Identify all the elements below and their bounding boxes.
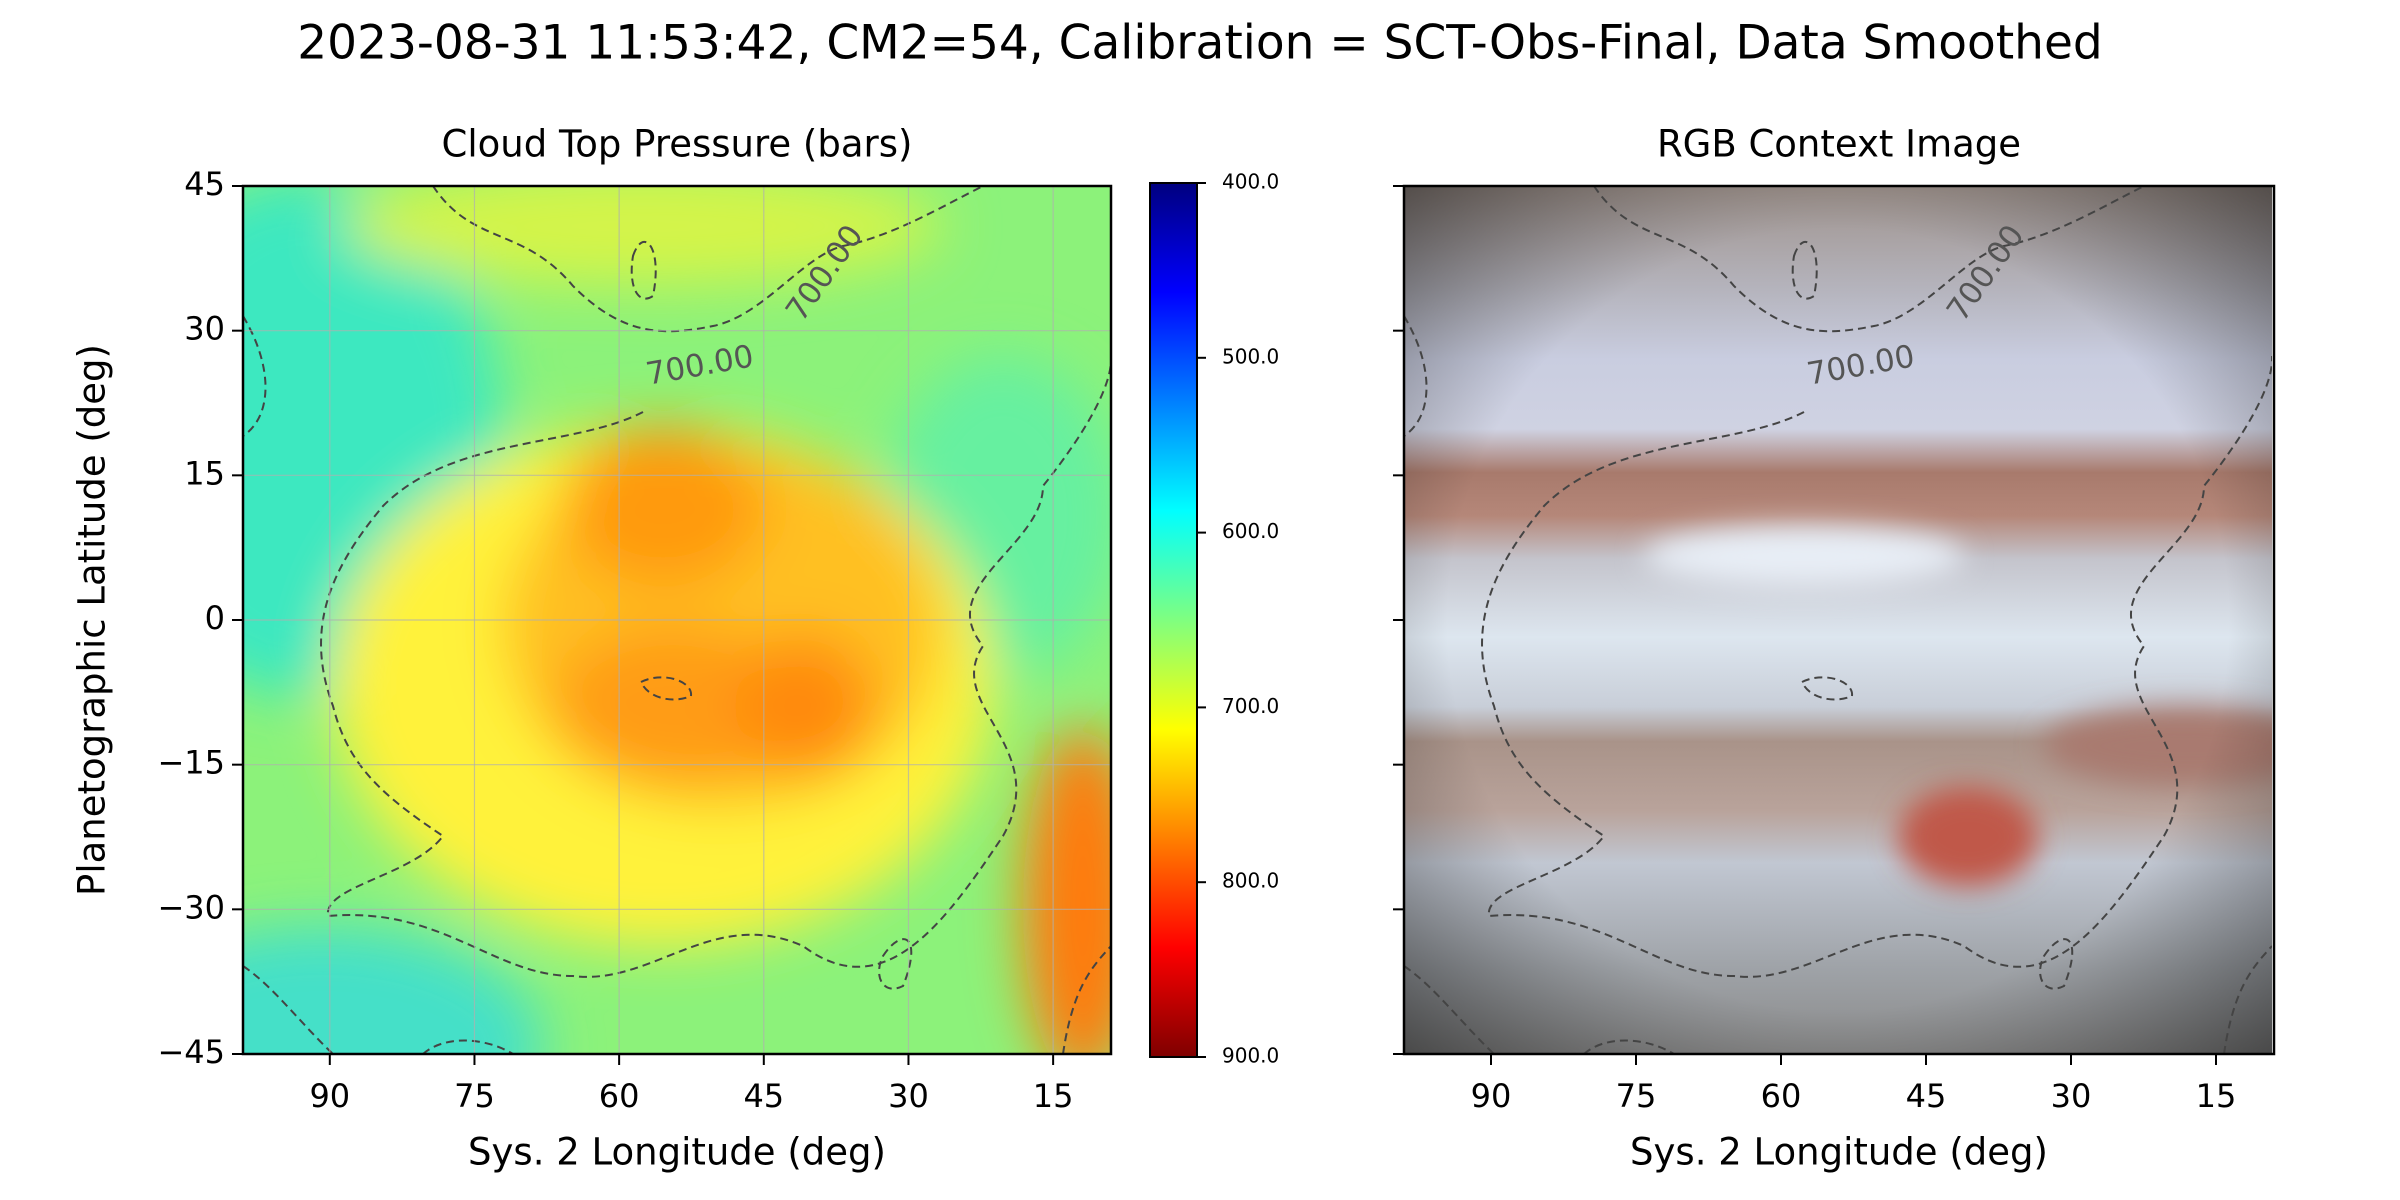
x-tick-label: 45 — [1906, 1077, 1947, 1115]
plot-frame — [1402, 184, 2276, 1056]
panel-title: RGB Context Image — [1657, 123, 2021, 166]
x-tick-label: 15 — [1033, 1077, 1074, 1115]
x-tick-label: 75 — [454, 1077, 495, 1115]
colorbar-tick-label: 500.0 — [1222, 344, 1279, 368]
x-tick-label: 30 — [888, 1077, 929, 1115]
colorbar-tick-label: 400.0 — [1222, 170, 1279, 194]
colorbar-tick-label: 800.0 — [1222, 869, 1279, 893]
x-tick-label: 90 — [309, 1077, 350, 1115]
panel-title: Cloud Top Pressure (bars) — [442, 123, 913, 166]
y-tick-label: −45 — [157, 1033, 225, 1071]
rgb-image — [1404, 186, 2272, 1054]
y-tick-label: 0 — [205, 599, 225, 637]
x-tick-label: 45 — [743, 1077, 784, 1115]
x-tick-label: 60 — [1761, 1077, 1802, 1115]
colorbar — [1149, 182, 1198, 1058]
y-tick-label: 15 — [184, 454, 225, 492]
colorbar-tick-label: 900.0 — [1222, 1044, 1279, 1068]
y-tick-label: 45 — [184, 165, 225, 203]
y-tick-label: −30 — [157, 888, 225, 926]
x-axis-label: Sys. 2 Longitude (deg) — [468, 1131, 886, 1174]
x-tick-label: 90 — [1471, 1077, 1512, 1115]
figure-title: 2023-08-31 11:53:42, CM2=54, Calibration… — [297, 16, 2102, 71]
heatmap-image — [243, 186, 1111, 1054]
y-axis-label: Planetographic Latitude (deg) — [71, 344, 114, 896]
colorbar-tick-label: 600.0 — [1222, 519, 1279, 543]
x-tick-label: 60 — [599, 1077, 640, 1115]
x-tick-label: 15 — [2196, 1077, 2237, 1115]
y-tick-label: −15 — [157, 744, 225, 782]
plot-frame — [241, 184, 1113, 1056]
x-tick-label: 30 — [2051, 1077, 2092, 1115]
x-tick-label: 75 — [1616, 1077, 1657, 1115]
colorbar-tick-label: 700.0 — [1222, 694, 1279, 718]
y-tick-label: 30 — [184, 310, 225, 348]
x-axis-label: Sys. 2 Longitude (deg) — [1630, 1131, 2048, 1174]
